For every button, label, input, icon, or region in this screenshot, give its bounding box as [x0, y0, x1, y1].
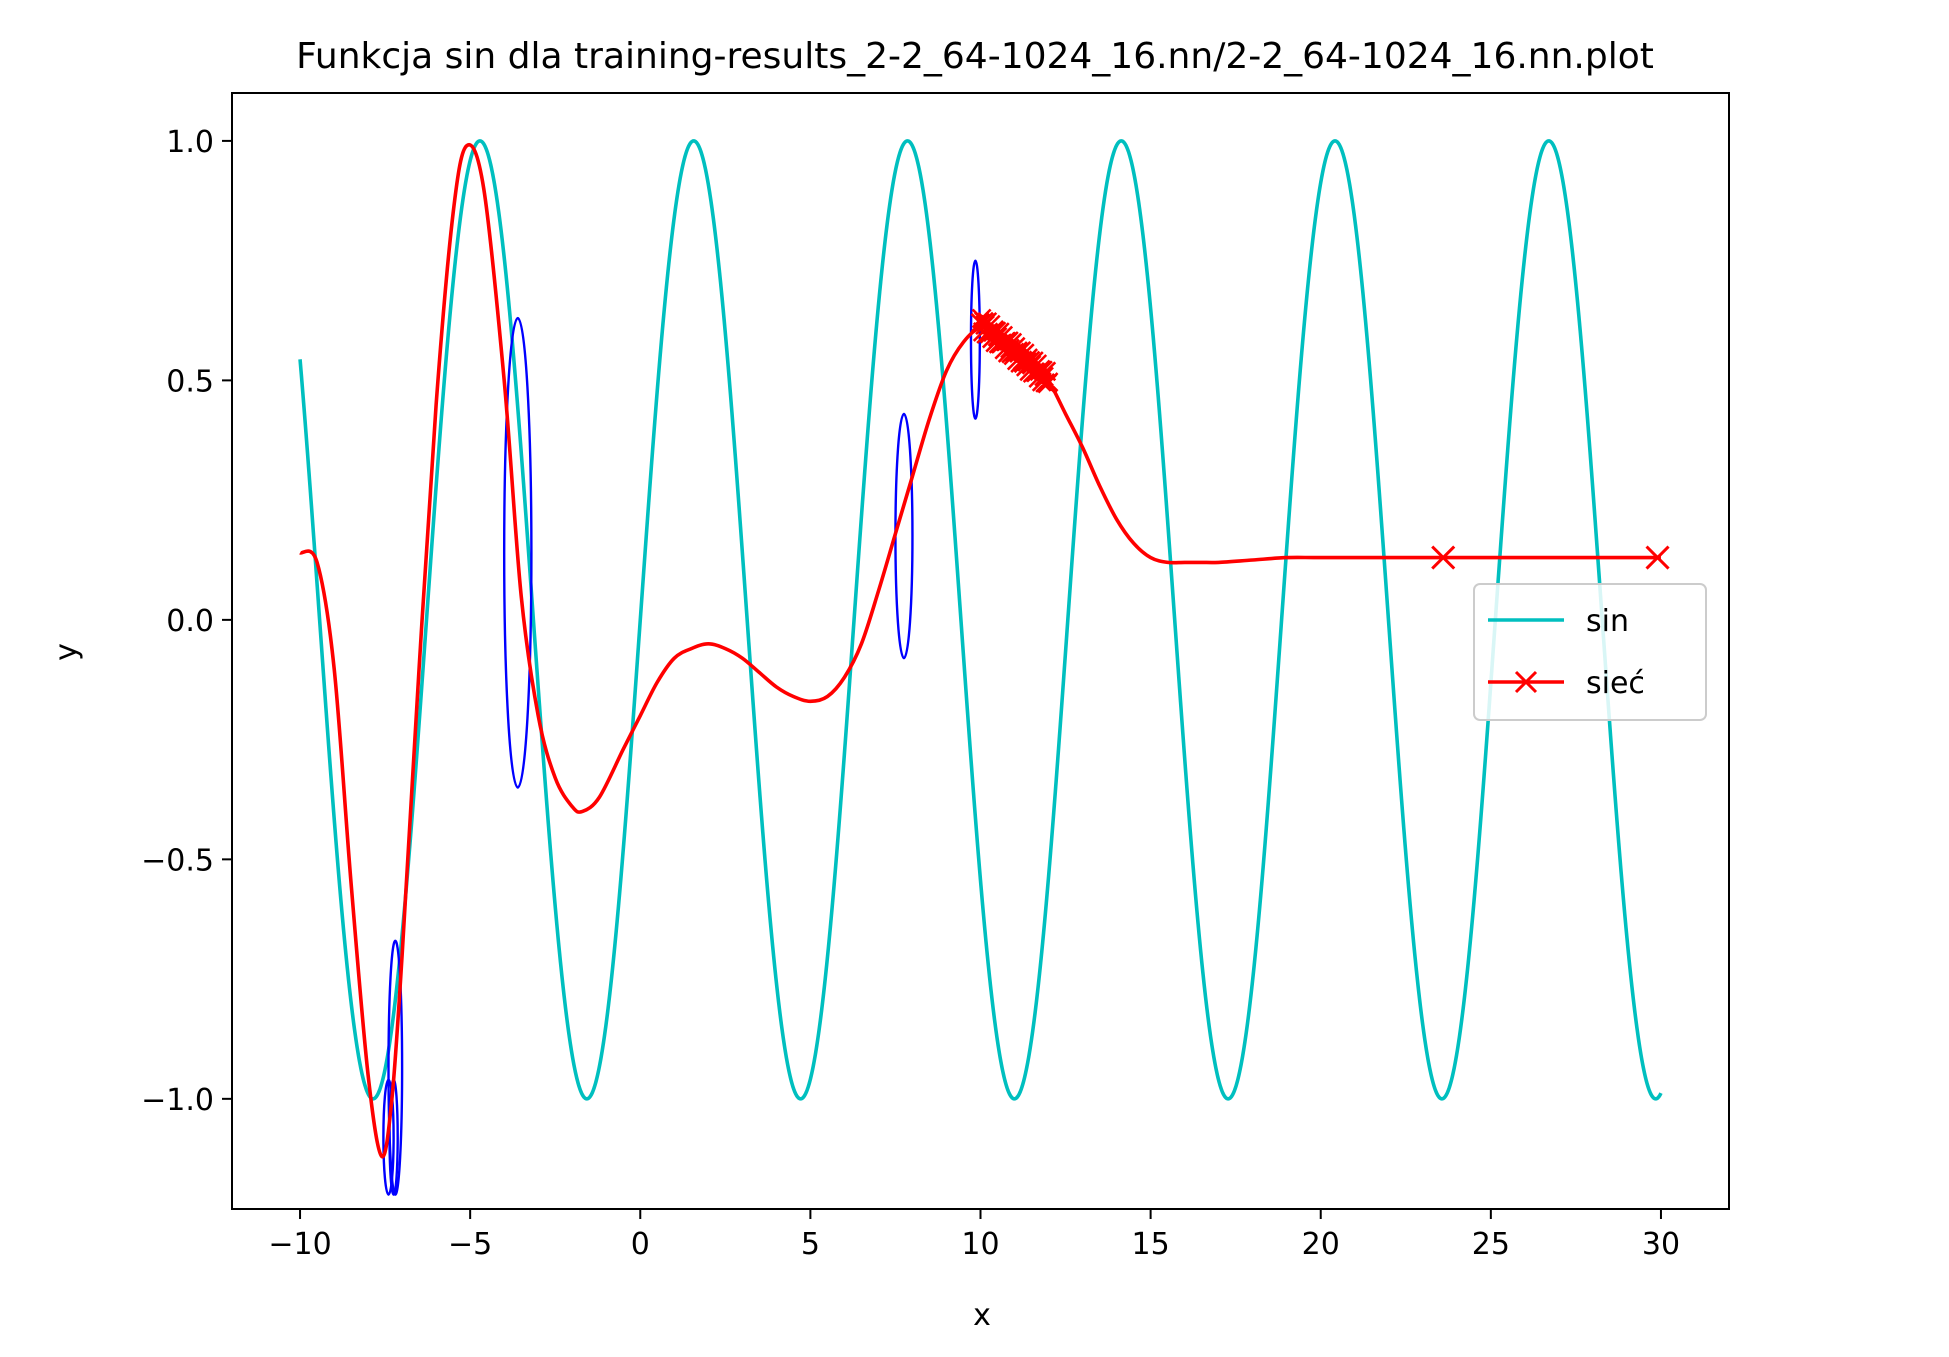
x-tick-label: −10 — [268, 1227, 331, 1262]
y-tick-label: −0.5 — [141, 843, 214, 878]
y-tick-label: 1.0 — [166, 125, 214, 160]
siec-marker-0 — [1431, 545, 1456, 570]
legend-label-0: sin — [1586, 604, 1629, 639]
blue-ellipse-4 — [382, 1078, 395, 1196]
siec-marker-cluster — [970, 308, 1059, 394]
x-tick-label: 0 — [631, 1227, 650, 1262]
x-tick-label: 15 — [1132, 1227, 1170, 1262]
x-tick-label: 20 — [1302, 1227, 1340, 1262]
siec-marker-1 — [1645, 545, 1670, 570]
x-tick-label: 30 — [1642, 1227, 1680, 1262]
y-tick-label: 0.5 — [166, 364, 214, 399]
legend: sin sieć — [1473, 583, 1707, 721]
y-axis-label: y — [49, 643, 84, 661]
legend-marker-1 — [1514, 670, 1538, 694]
plot-area: −10 −5 0 5 10 15 20 25 30 −1.0 −0.5 0.0 0.5 1.0 — [141, 92, 1730, 1262]
x-tick-label: −5 — [448, 1227, 492, 1262]
series-siec-line — [299, 142, 1661, 1159]
data-layer — [298, 139, 1670, 1196]
chart-title: Funkcja sin dla training-results_2-2_64-… — [296, 36, 1654, 77]
y-tick-label: 0.0 — [166, 604, 214, 639]
series-sin-line — [298, 139, 1663, 1101]
legend-label-1: sieć — [1586, 666, 1645, 701]
blue-ellipse-0 — [502, 316, 533, 789]
x-tick-label: 25 — [1472, 1227, 1510, 1262]
x-axis-label: x — [973, 1298, 991, 1333]
blue-ellipse-3 — [387, 939, 404, 1196]
y-tick-label: −1.0 — [141, 1083, 214, 1118]
x-tick-label: 10 — [961, 1227, 999, 1262]
x-tick-label: 5 — [801, 1227, 820, 1262]
